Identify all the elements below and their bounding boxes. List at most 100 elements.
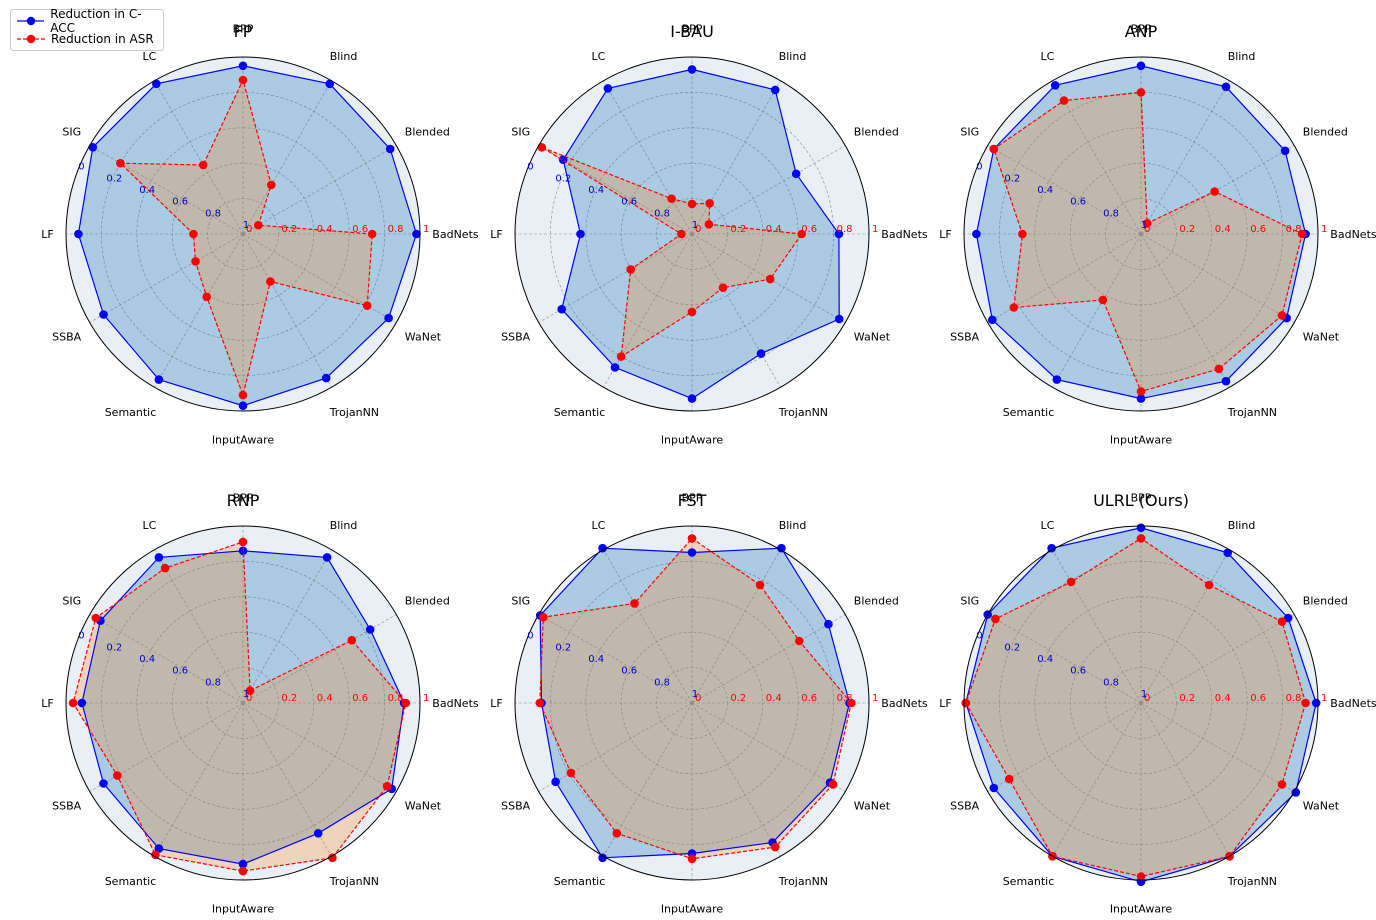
legend-marker-asr	[17, 34, 45, 44]
radial-tick-right: 0.8	[1286, 693, 1302, 704]
category-label-ssba: SSBA	[501, 331, 531, 344]
data-point-cacc-blind	[1221, 82, 1231, 92]
data-point-asr-blended	[1210, 187, 1219, 196]
category-label-semantic: Semantic	[1003, 875, 1055, 888]
legend-marker-cacc	[17, 16, 45, 26]
data-point-asr-ssba	[626, 265, 635, 274]
category-label-inputaware: InputAware	[212, 433, 275, 446]
data-point-cacc-semantic	[610, 363, 620, 372]
data-point-cacc-lf	[74, 229, 83, 239]
grid-spoke	[1052, 233, 1142, 388]
category-label-bpp: BPP	[233, 23, 254, 36]
category-label-wanet: WaNet	[1303, 800, 1340, 813]
grid-spoke	[691, 614, 846, 704]
data-point-asr-ssba	[113, 771, 122, 780]
category-label-badnets: BadNets	[1330, 228, 1376, 241]
data-point-asr-lf	[677, 229, 686, 239]
series-fill-asr	[541, 147, 802, 357]
radar-frame	[963, 525, 1319, 881]
category-label-bpp: BPP	[1131, 23, 1152, 36]
data-point-cacc-blended	[1283, 613, 1293, 623]
radial-tick-left: 0.4	[139, 654, 155, 665]
radial-tick-right: 1	[423, 224, 429, 235]
category-label-lf: LF	[490, 697, 502, 710]
series-fill-cacc	[965, 527, 1317, 882]
data-point-cacc-inputaware	[1136, 394, 1146, 403]
data-point-cacc-lf	[576, 229, 585, 239]
radial-tick-right: 0	[246, 224, 252, 235]
data-point-cacc-lc	[154, 553, 164, 562]
data-point-asr-sig	[991, 614, 1000, 624]
grid-spoke	[242, 80, 332, 235]
grid-spoke	[538, 702, 693, 792]
category-label-blended: Blended	[854, 125, 899, 138]
data-point-cacc-lf	[972, 229, 981, 239]
chart-title: FST	[678, 491, 707, 510]
radial-tick-right: 0.6	[1250, 224, 1266, 235]
radial-tick-left: 0.8	[1103, 208, 1119, 219]
radial-tick-left: 0.2	[555, 173, 571, 184]
data-point-asr-blind	[267, 180, 276, 190]
radar-frame	[65, 525, 421, 881]
series-fill-asr	[993, 92, 1303, 392]
category-label-blind: Blind	[1228, 519, 1256, 532]
series-fill-cacc	[561, 69, 840, 399]
category-label-lc: LC	[591, 519, 605, 532]
data-point-cacc-semantic	[154, 375, 164, 384]
category-label-ssba: SSBA	[950, 331, 980, 344]
radial-tick-right: 0.2	[281, 693, 297, 704]
data-point-cacc-blended	[365, 625, 375, 634]
category-label-badnets: BadNets	[432, 228, 479, 241]
data-point-asr-wanet	[1277, 311, 1287, 320]
series-fill-asr	[120, 80, 373, 396]
grid-spoke	[691, 233, 846, 323]
grid-spoke	[987, 614, 1142, 704]
radial-tick-left: 0	[976, 162, 982, 173]
data-point-cacc-badnets	[1311, 698, 1321, 708]
series-fill-cacc	[540, 548, 850, 858]
data-point-asr-inputaware	[238, 390, 248, 400]
radial-tick-left: 0.8	[205, 208, 221, 219]
category-label-bpp: BPP	[682, 492, 703, 505]
data-point-asr-blended	[253, 220, 263, 230]
data-point-asr-ssba	[1004, 774, 1014, 784]
radial-tick-left: 0	[527, 162, 533, 173]
category-label-trojannn: TrojanNN	[1227, 875, 1277, 888]
data-point-cacc-ssba	[99, 779, 108, 788]
radial-tick-right: 1	[1321, 693, 1327, 704]
data-point-cacc-bpp	[687, 548, 697, 557]
category-label-blind: Blind	[779, 519, 807, 532]
radial-tick-left: 0.2	[1004, 642, 1020, 653]
radial-tick-right: 1	[1321, 224, 1327, 235]
radar-panel-rnp: 000.20.20.40.40.60.60.80.811BadNetsBlend…	[41, 491, 479, 915]
category-label-semantic: Semantic	[554, 406, 606, 419]
data-point-asr-badnets	[847, 698, 856, 708]
chart-title: I-BAU	[670, 22, 714, 41]
data-point-cacc-semantic	[1052, 375, 1062, 384]
radar-panel-fp: 000.20.20.40.40.60.60.80.811BadNetsBlend…	[41, 22, 479, 446]
radial-tick-right: 0.2	[730, 224, 746, 235]
data-point-asr-inputaware	[687, 307, 697, 317]
grid-spoke	[242, 702, 397, 792]
data-point-cacc-inputaware	[687, 394, 697, 403]
category-label-inputaware: InputAware	[212, 902, 275, 915]
data-point-asr-badnets	[797, 229, 806, 239]
grid-spoke	[1052, 702, 1142, 857]
data-point-asr-trojannn	[718, 283, 728, 293]
radial-tick-right: 0	[246, 693, 252, 704]
category-label-blind: Blind	[1228, 50, 1256, 63]
category-label-blind: Blind	[779, 50, 807, 63]
radial-tick-left: 0.8	[654, 677, 670, 688]
radial-tick-left: 0.4	[1037, 185, 1053, 196]
data-point-asr-lf	[961, 698, 971, 708]
radial-tick-left: 0.4	[588, 654, 604, 665]
radial-tick-right: 0.2	[730, 693, 746, 704]
radial-tick-right: 0.8	[1286, 224, 1302, 235]
grid-spoke	[1140, 233, 1230, 388]
radial-tick-left: 0.8	[654, 208, 670, 219]
data-point-cacc-ssba	[989, 783, 999, 793]
category-label-semantic: Semantic	[105, 875, 157, 888]
data-point-asr-bpp	[687, 199, 697, 209]
radial-tick-left: 1	[243, 689, 249, 700]
category-label-blended: Blended	[405, 594, 450, 607]
